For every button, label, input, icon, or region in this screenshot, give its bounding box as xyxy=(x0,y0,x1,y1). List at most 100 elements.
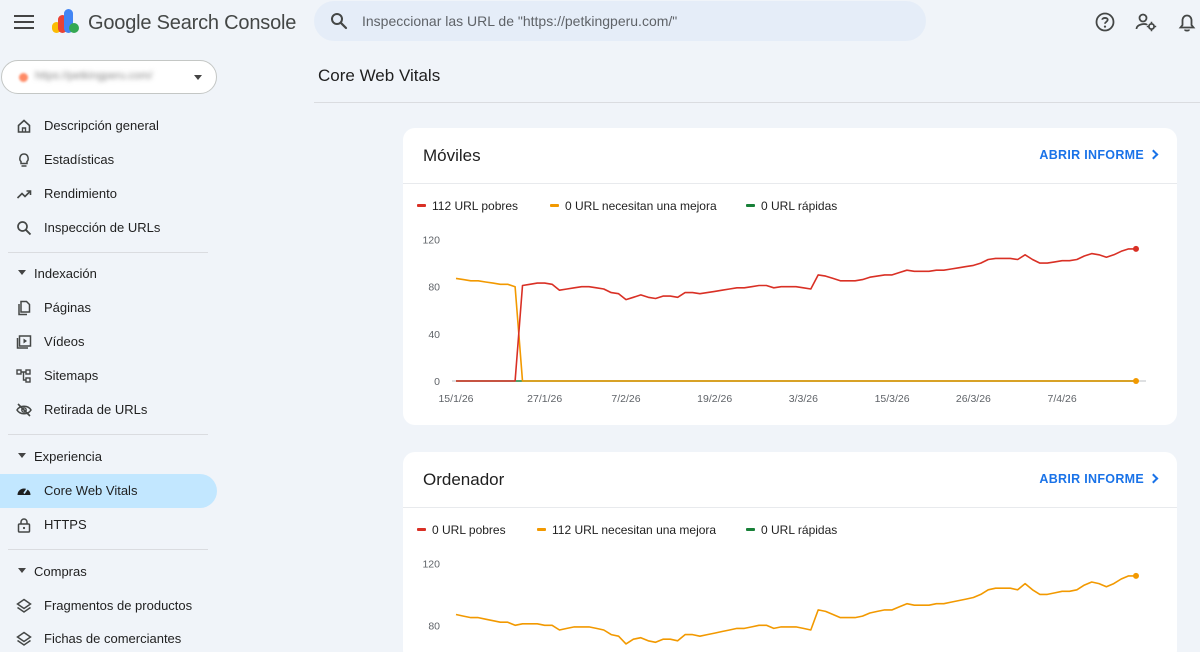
sidebar-item-label: Inspección de URLs xyxy=(44,220,161,235)
section-indexing[interactable]: Indexación xyxy=(0,262,200,286)
x-tick-label: 26/3/26 xyxy=(956,393,991,405)
sidebar-item-url-inspection[interactable]: Inspección de URLs xyxy=(0,211,216,245)
legend-label: 112 URL pobres xyxy=(432,199,519,213)
legend-good[interactable]: 0 URL rápidas xyxy=(746,523,837,537)
help-icon[interactable] xyxy=(1094,11,1116,33)
y-tick-label: 40 xyxy=(428,329,440,341)
favicon-icon xyxy=(19,73,28,82)
legend-label: 112 URL necesitan una mejora xyxy=(552,523,717,537)
x-tick-label: 3/3/26 xyxy=(789,393,818,405)
sidebar-item-insights[interactable]: Estadísticas xyxy=(0,143,216,177)
section-experience[interactable]: Experiencia xyxy=(0,445,200,469)
sidebar-item-label: Sitemaps xyxy=(44,368,99,383)
collapse-icon xyxy=(18,270,26,275)
video-icon xyxy=(16,335,32,349)
sidebar-item-performance[interactable]: Rendimiento xyxy=(0,177,216,211)
series-end-point xyxy=(1133,572,1139,579)
sidebar-item-overview[interactable]: Descripción general xyxy=(0,109,216,143)
desktop-chart: 80 120 xyxy=(422,559,1139,645)
sidebar-item-label: Fichas de comerciantes xyxy=(44,631,182,646)
collapse-icon xyxy=(18,568,26,573)
title-divider xyxy=(314,102,1200,103)
property-url: https://petkingperu.com/ xyxy=(35,70,153,82)
legend-label: 0 URL rápidas xyxy=(761,199,838,213)
sidebar-item-label: Rendimiento xyxy=(44,186,117,201)
y-tick-label: 0 xyxy=(434,376,440,388)
sidebar-item-label: Retirada de URLs xyxy=(44,402,148,417)
home-icon xyxy=(17,119,31,133)
chevron-right-icon xyxy=(1148,473,1159,484)
sidebar-item-label: Core Web Vitals xyxy=(44,483,138,498)
sidebar-item-sitemaps[interactable]: Sitemaps xyxy=(0,359,216,393)
mobile-chart: 0 40 80 120 15/1/26 27/1/26 7/2/26 19/2/26 3/3/2… xyxy=(422,235,1146,405)
page-title: Core Web Vitals xyxy=(318,66,441,85)
y-tick-label: 80 xyxy=(428,620,440,632)
app-title: Google Search Console xyxy=(88,12,297,34)
x-tick-label: 27/1/26 xyxy=(527,393,562,405)
legend-good[interactable]: 0 URL rápidas xyxy=(746,199,837,213)
section-label: Indexación xyxy=(34,266,97,281)
open-report-button[interactable]: ABRIR INFORME xyxy=(1039,472,1159,486)
sidebar-divider xyxy=(8,434,208,435)
notifications-icon[interactable] xyxy=(1176,11,1198,33)
y-tick-label: 120 xyxy=(422,559,440,571)
sidebar-item-product-snippets[interactable]: Fragmentos de productos xyxy=(0,589,216,623)
search-icon xyxy=(17,221,32,236)
url-inspection-search[interactable] xyxy=(314,1,926,41)
sidebar-item-videos[interactable]: Vídeos xyxy=(0,325,216,359)
legend-swatch xyxy=(537,528,546,532)
search-console-logo xyxy=(52,9,79,33)
property-selector[interactable]: https://petkingperu.com/ xyxy=(1,60,217,94)
section-label: Experiencia xyxy=(34,449,102,464)
open-report-button[interactable]: ABRIR INFORME xyxy=(1039,148,1159,162)
menu-icon[interactable] xyxy=(14,12,34,32)
legend-label: 0 URL pobres xyxy=(432,523,506,537)
x-tick-label: 7/2/26 xyxy=(611,393,640,405)
series-line xyxy=(455,277,1136,382)
trending-up-icon xyxy=(16,190,32,199)
layers-icon xyxy=(16,598,32,613)
visibility-off-icon xyxy=(16,403,32,417)
sidebar-item-merchant-listings[interactable]: Fichas de comerciantes xyxy=(0,622,216,652)
legend-poor[interactable]: 112 URL pobres xyxy=(417,199,518,213)
collapse-icon xyxy=(18,453,26,458)
legend-swatch xyxy=(417,204,426,208)
legend-swatch xyxy=(550,204,559,208)
top-bar: Google Search Console xyxy=(0,0,1200,48)
search-input[interactable] xyxy=(362,1,902,41)
series-end-point xyxy=(1133,378,1139,384)
legend-swatch xyxy=(746,528,755,532)
lock-icon xyxy=(17,518,31,533)
card-divider xyxy=(403,183,1177,184)
sidebar-item-core-web-vitals[interactable]: Core Web Vitals xyxy=(0,474,217,508)
manage-accounts-icon[interactable] xyxy=(1135,11,1157,33)
sidebar-item-pages[interactable]: Páginas xyxy=(0,291,216,325)
sidebar-divider xyxy=(8,252,208,253)
section-label: Compras xyxy=(34,564,87,579)
legend-poor[interactable]: 0 URL pobres xyxy=(417,523,506,537)
card-divider xyxy=(403,507,1177,508)
legend-label: 0 URL necesitan una mejora xyxy=(565,199,717,213)
open-report-label: ABRIR INFORME xyxy=(1039,472,1144,486)
y-tick-label: 80 xyxy=(428,282,440,294)
sidebar-item-label: Páginas xyxy=(44,300,91,315)
sidebar-item-label: Estadísticas xyxy=(44,152,115,167)
legend-needs-improvement[interactable]: 112 URL necesitan una mejora xyxy=(537,523,716,537)
sidebar-divider xyxy=(8,549,208,550)
legend-swatch xyxy=(417,528,426,532)
speed-icon xyxy=(17,488,31,495)
sidebar-item-label: HTTPS xyxy=(44,517,87,532)
sidebar-item-removals[interactable]: Retirada de URLs xyxy=(0,393,216,427)
lightbulb-icon xyxy=(19,153,29,167)
card-title: Ordenador xyxy=(423,470,505,489)
sitemap-icon xyxy=(16,369,31,383)
legend-needs-improvement[interactable]: 0 URL necesitan una mejora xyxy=(550,199,717,213)
x-tick-label: 19/2/26 xyxy=(697,393,732,405)
x-tick-label: 15/3/26 xyxy=(875,393,910,405)
series-end-point xyxy=(1133,245,1139,252)
x-tick-label: 7/4/26 xyxy=(1047,393,1076,405)
section-shopping[interactable]: Compras xyxy=(0,560,200,584)
layers-icon xyxy=(16,631,32,646)
sidebar-item-label: Fragmentos de productos xyxy=(44,598,193,613)
sidebar-item-https[interactable]: HTTPS xyxy=(0,508,216,542)
